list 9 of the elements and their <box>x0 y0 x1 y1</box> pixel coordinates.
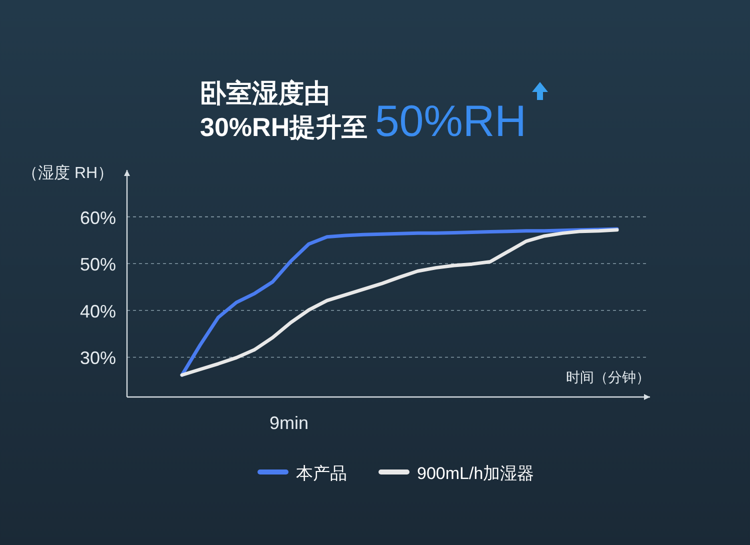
x-axis-title: 时间（分钟） <box>566 369 650 385</box>
legend-label: 本产品 <box>296 464 347 483</box>
y-axis-title: （湿度 RH） <box>22 164 114 182</box>
y-tick-label: 40% <box>80 301 116 322</box>
y-tick-label: 60% <box>80 208 116 228</box>
legend-label: 900mL/h加湿器 <box>417 464 534 483</box>
y-tick-label: 50% <box>80 254 116 275</box>
y-tick-label: 30% <box>80 348 116 368</box>
text: 9min <box>269 413 309 433</box>
